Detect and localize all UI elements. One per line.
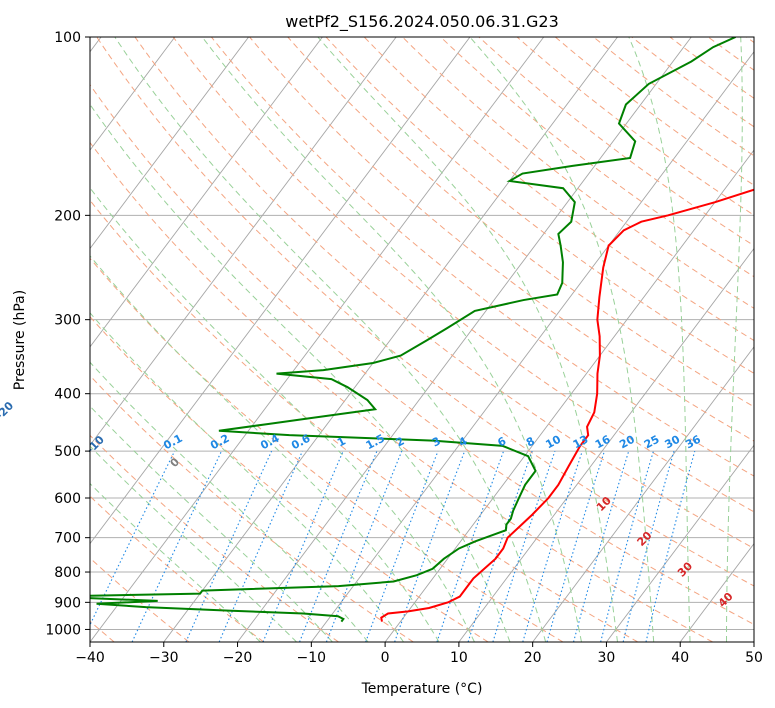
- y-tick-label-3: 400: [54, 387, 81, 403]
- y-tick-label-1: 200: [54, 208, 81, 224]
- y-axis-label: Pressure (hPa): [12, 290, 28, 390]
- dry-adiabat-190: [593, 37, 754, 157]
- mixing-ratio-line-15: [600, 450, 654, 642]
- moist-adiabat-30: [317, 37, 619, 642]
- y-tick-label-5: 600: [54, 491, 81, 507]
- mixing-ratio-label-11: 10: [543, 433, 563, 452]
- grid-layer: [90, 37, 754, 642]
- dry-adiabat-80: [172, 37, 754, 513]
- dry-adiabat-70: [134, 37, 754, 550]
- moist-adiabat-0: [90, 312, 404, 642]
- mixing-ratio-line-12: [522, 450, 583, 642]
- mixing-ratio-line-0: [90, 450, 176, 627]
- temperature-profile: [380, 188, 754, 622]
- chart-title: wetPf2_S156.2024.050.06.31.G23: [285, 12, 559, 32]
- mixing-ratio-line-1: [131, 450, 223, 642]
- x-tick-label-5: 10: [450, 650, 468, 666]
- x-tick-label-6: 20: [524, 650, 542, 666]
- mixing-ratio-label-17: 36: [683, 433, 703, 452]
- x-tick-label-1: −30: [149, 650, 179, 666]
- dry-adiabat-10: [90, 315, 489, 642]
- moist-adiabat-45: [726, 37, 743, 642]
- mixing-ratio-line-8: [394, 450, 466, 642]
- isotherm--10: [310, 51, 754, 642]
- dewpoint-profile: [90, 37, 736, 623]
- mixing-ratio-line-11: [492, 450, 556, 642]
- moist-adiabat-40: [628, 37, 691, 642]
- y-tick-label-6: 700: [54, 531, 81, 547]
- moist-adiabat--20: [90, 482, 261, 642]
- isotherm--40: [90, 37, 545, 642]
- moist-adiabat-10: [90, 187, 475, 642]
- dry-adiabat-180: [554, 37, 754, 186]
- isotherm-10: [458, 247, 754, 642]
- dry-adiabat-50: [90, 83, 754, 626]
- x-tick-label-8: 40: [671, 650, 689, 666]
- dry-adiabat-110: [287, 37, 754, 408]
- mixing-ratio-label-12: 13: [571, 433, 591, 452]
- moist-adiabat-15: [90, 103, 511, 642]
- isotherm--60: [90, 37, 397, 447]
- mixing-ratio-line-2: [185, 450, 273, 642]
- dry-adiabat-120: [325, 37, 754, 374]
- isotherm--80: [90, 37, 249, 250]
- y-tick-label-0: 100: [54, 30, 81, 46]
- dry-adiabat-150: [440, 37, 754, 278]
- x-tick-label-4: 0: [381, 650, 390, 666]
- moist-adiabat-20: [114, 37, 547, 642]
- y-tick-label-8: 900: [54, 595, 81, 611]
- isotherm-30: [606, 444, 754, 642]
- mixing-ratio-label-14: 20: [617, 433, 637, 452]
- mixing-ratio-line-17: [645, 450, 696, 642]
- mixing-ratio-line-3: [218, 450, 303, 642]
- dry-adiabat-170: [516, 37, 754, 216]
- axes-layer: −40 −30 −20 −10 0 10 20 30 40 50 100 200 300 400 500 60…: [45, 30, 763, 666]
- moist-adiabat--5: [90, 361, 369, 642]
- dry-adiabat-0: [90, 374, 414, 642]
- moist-adiabat--10: [90, 405, 333, 642]
- moist-adiabat--15: [90, 445, 297, 642]
- x-tick-label-9: 50: [745, 650, 763, 666]
- isotherm--30: [163, 37, 618, 642]
- dry-adiabat-60: [96, 37, 754, 587]
- mixing-ratio-label-13: 16: [593, 433, 613, 452]
- isotherm--20: [237, 37, 692, 642]
- moist-adiabat-35: [469, 37, 655, 642]
- mixing-ratio-line-14: [573, 450, 630, 642]
- mixing-ratio-label-16: 30: [663, 433, 683, 452]
- dry-adiabat-160: [478, 37, 754, 247]
- plot-frame: [89, 36, 755, 643]
- mixing-ratio-line-13: [546, 450, 605, 642]
- isotherm--70: [90, 37, 323, 348]
- mixing-ratio-line-9: [436, 450, 505, 642]
- isotherm-0: [384, 149, 754, 642]
- isotherm--50: [90, 37, 471, 545]
- mixing-ratio-label-15: 25: [642, 433, 662, 452]
- x-tick-label-3: −10: [297, 650, 327, 666]
- x-tick-label-0: −40: [75, 650, 105, 666]
- mixing-ratio-line-16: [622, 450, 675, 642]
- y-tick-label-2: 300: [54, 313, 81, 329]
- y-tick-label-7: 800: [54, 565, 81, 581]
- mixing-ratio-line-10: [467, 450, 533, 642]
- dry-adiabat-30: [90, 199, 639, 642]
- isotherm-20: [532, 346, 754, 642]
- dry-adiabat-130: [363, 37, 754, 342]
- mixing-ratio-line-4: [262, 450, 344, 642]
- x-axis-label: Temperature (°C): [361, 681, 483, 697]
- moist-adiabat-25: [201, 37, 582, 642]
- dry-adiabat-100: [249, 37, 754, 442]
- x-tick-label-2: −20: [223, 650, 253, 666]
- x-tick-label-7: 30: [598, 650, 616, 666]
- series-layer: [90, 37, 754, 623]
- dry-adiabat--20: [90, 495, 265, 642]
- y-tick-label-4: 500: [54, 444, 81, 460]
- isotherm--90: [90, 37, 176, 151]
- y-tick-label-9: 1000: [45, 622, 81, 638]
